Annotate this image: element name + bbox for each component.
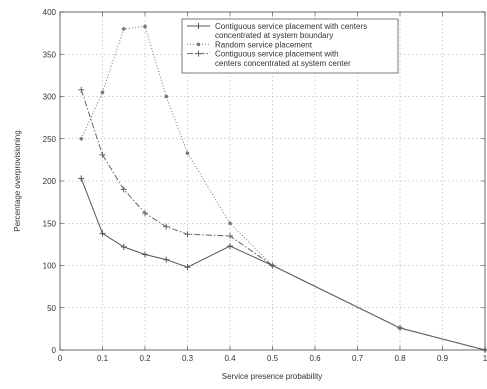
x-axis-label: Service presence probability [222,372,323,381]
y-tick-label: 0 [52,346,57,355]
y-tick-label: 350 [43,50,57,59]
series-3-point [78,86,85,93]
y-tick-label: 300 [43,93,57,102]
legend-entry-1-line-2: concentrated at system boundary [215,31,333,40]
x-tick-label: 0.6 [309,354,321,363]
x-tick-label: 0.5 [267,354,279,363]
legend-entry-3-line-1: Contiguous service placement with [215,50,339,59]
series-1-point [227,243,233,250]
series-1-point [99,230,106,237]
y-tick-label: 400 [43,8,57,17]
series-3-point [120,186,127,193]
series-3-line [80,89,486,351]
x-tick-label: 0.3 [182,354,194,363]
series-1-point [184,264,191,271]
legend: Contiguous service placement with center… [181,18,399,74]
series-1-point [163,256,170,263]
series-3-point [227,232,233,239]
series-1-point [120,243,127,250]
series-3-point [99,151,106,158]
legend-entry-2-line-1: Random service placement [215,40,313,49]
x-tick-label: 0.8 [394,354,406,363]
x-tick-label: 0 [58,354,63,363]
y-tick-label: 150 [43,219,57,228]
series-3-point [163,223,170,230]
series-2-point [228,221,232,226]
legend-entry-1-line-1: Contiguous service placement with center… [215,22,367,31]
x-tick-label: 0.9 [437,354,449,363]
y-axis-label: Percentage overprovisioning [13,130,22,231]
legend-marker-1 [195,23,202,29]
series-2-point [143,24,147,29]
x-tick-label: 0.7 [352,354,364,363]
series-2-point [185,151,190,155]
legend-marker-2 [196,42,201,47]
series-3-point [142,210,148,217]
series-3-point [269,262,276,269]
series-1-point [78,175,85,182]
legend-entry-3-line-2: centers concentrated at system center [215,59,351,68]
x-tick-label: 0.2 [139,354,151,363]
series-2-point [121,27,126,31]
series-2-point [164,94,169,99]
x-tick-label: 0.4 [224,354,236,363]
series-layer [78,24,487,353]
series-1-point [142,251,148,258]
legend-marker-3 [195,50,202,57]
series-2-point [100,90,105,95]
y-tick-label: 50 [47,304,56,313]
series-3-point [184,231,191,238]
x-tick-label: 1 [483,354,487,363]
series-2-point [79,136,84,141]
y-tick-label: 250 [43,135,57,144]
y-tick-label: 200 [43,177,57,186]
series-3-point [397,325,403,332]
x-tick-label: 0.1 [97,354,109,363]
legend-box [181,18,399,74]
axis-ticks: 0 0.1 0.2 0.3 0.4 0.5 0.6 0.7 0.8 0.9 1 0 50 100 150 20… [43,8,487,363]
y-tick-label: 100 [43,262,57,271]
